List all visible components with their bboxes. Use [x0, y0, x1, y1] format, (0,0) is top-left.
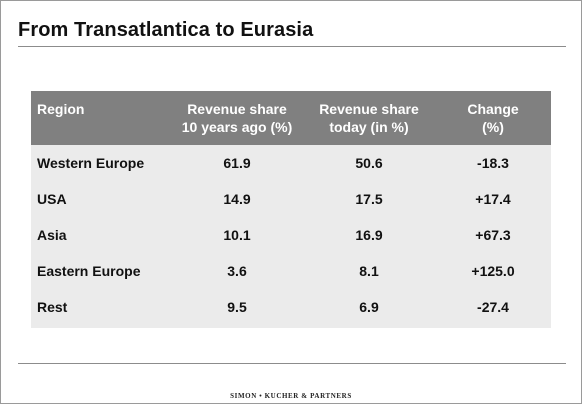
- cell-region: Eastern Europe: [37, 263, 141, 279]
- revenue-table-panel: Region Revenue share 10 years ago (%) Re…: [31, 91, 551, 328]
- header-change: Change (%): [435, 91, 551, 145]
- cell-region: USA: [37, 191, 67, 207]
- header-change-line2: (%): [482, 119, 504, 135]
- cell-share-past: 9.5: [227, 299, 247, 315]
- title-divider: [18, 46, 566, 47]
- cell-share-past: 10.1: [223, 227, 251, 243]
- header-region: Region: [31, 91, 171, 145]
- cell-change: +125.0: [471, 263, 515, 279]
- revenue-share-table: Region Revenue share 10 years ago (%) Re…: [31, 91, 551, 325]
- cell-change: -18.3: [477, 155, 509, 171]
- cell-region: Rest: [37, 299, 68, 315]
- table-row: Western Europe 61.9 50.6 -18.3: [31, 145, 551, 181]
- footer-divider: [18, 363, 566, 364]
- header-share-past: Revenue share 10 years ago (%): [171, 91, 303, 145]
- cell-share-past: 3.6: [227, 263, 247, 279]
- cell-region: Asia: [37, 227, 67, 243]
- cell-share-today: 16.9: [355, 227, 383, 243]
- cell-share-today: 17.5: [355, 191, 383, 207]
- cell-share-today: 8.1: [359, 263, 379, 279]
- header-change-line1: Change: [467, 101, 519, 117]
- header-share-past-line1: Revenue share: [187, 101, 287, 117]
- table-row: USA 14.9 17.5 +17.4: [31, 181, 551, 217]
- cell-share-today: 6.9: [359, 299, 379, 315]
- table-header-row: Region Revenue share 10 years ago (%) Re…: [31, 91, 551, 145]
- header-region-label: Region: [37, 101, 85, 117]
- cell-change: +17.4: [475, 191, 511, 207]
- cell-share-today: 50.6: [355, 155, 383, 171]
- table-row: Rest 9.5 6.9 -27.4: [31, 289, 551, 325]
- cell-change: -27.4: [477, 299, 509, 315]
- table-row: Asia 10.1 16.9 +67.3: [31, 217, 551, 253]
- cell-region: Western Europe: [37, 155, 145, 171]
- cell-share-past: 14.9: [223, 191, 251, 207]
- cell-change: +67.3: [475, 227, 511, 243]
- table-row: Eastern Europe 3.6 8.1 +125.0: [31, 253, 551, 289]
- header-share-today-line2: today (in %): [329, 119, 409, 135]
- header-share-today-line1: Revenue share: [319, 101, 419, 117]
- cell-share-past: 61.9: [223, 155, 251, 171]
- header-share-today: Revenue share today (in %): [303, 91, 435, 145]
- slide-title: From Transatlantica to Eurasia: [18, 19, 314, 41]
- footer-logo-text: SIMON • KUCHER & PARTNERS: [230, 392, 352, 400]
- header-share-past-line2: 10 years ago (%): [181, 119, 293, 135]
